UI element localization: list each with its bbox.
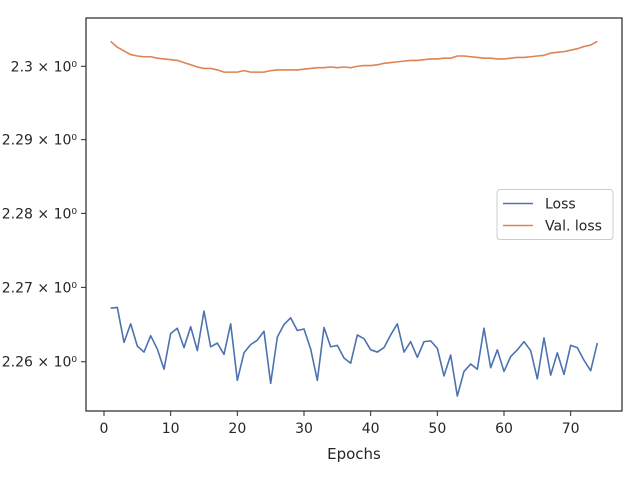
y-tick-label: 2.3 × 10⁰	[11, 59, 78, 75]
series-line-0	[110, 306, 599, 397]
legend-label-val-loss: Val. loss	[545, 219, 602, 235]
x-tick-label: 40	[362, 421, 380, 437]
plot-frame	[85, 17, 623, 412]
x-tick-label: 0	[100, 421, 109, 437]
x-axis: 0 10 20 30 40 50 60 70	[100, 411, 580, 437]
x-axis-label: Epochs	[327, 445, 381, 463]
x-tick-label: 30	[295, 421, 313, 437]
x-tick-label: 20	[228, 421, 246, 437]
series-line-1	[110, 40, 598, 73]
x-tick-label: 60	[495, 421, 513, 437]
x-tick-label: 70	[562, 421, 580, 437]
legend-label-loss: Loss	[545, 197, 576, 213]
x-tick-label: 50	[428, 421, 446, 437]
y-axis: 2.26 × 10⁰ 2.27 × 10⁰ 2.28 × 10⁰ 2.29 × 10⁰…	[2, 59, 86, 371]
y-tick-label: 2.28 × 10⁰	[2, 206, 78, 222]
y-tick-label: 2.26 × 10⁰	[2, 355, 78, 371]
legend: Loss Val. loss	[496, 189, 614, 240]
y-tick-label: 2.27 × 10⁰	[2, 280, 78, 296]
plot-lines	[110, 40, 599, 397]
y-tick-label: 2.29 × 10⁰	[2, 133, 78, 149]
x-tick-label: 10	[162, 421, 180, 437]
legend-box	[496, 189, 614, 240]
